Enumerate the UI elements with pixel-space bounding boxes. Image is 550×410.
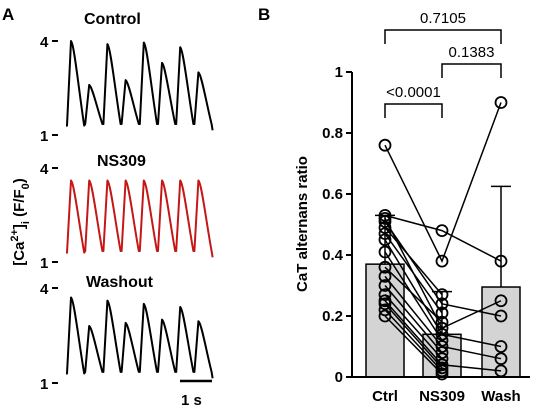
- trace-title-washout: Washout: [86, 274, 154, 291]
- data-point: [378, 221, 392, 234]
- data-point: [435, 367, 449, 381]
- data-point: [378, 279, 392, 292]
- trace-ytick-1: 1: [40, 128, 48, 145]
- data-point: [435, 327, 449, 341]
- y-tick-label: 0.2: [322, 308, 343, 325]
- data-point: [494, 294, 508, 308]
- paired-line: [384, 294, 443, 360]
- y-tick-label: 0.8: [322, 125, 343, 142]
- paired-line: [384, 285, 443, 354]
- data-point: [378, 309, 392, 323]
- data-point: [378, 233, 392, 247]
- paired-line: [384, 227, 443, 296]
- panel-b-letter: B: [258, 5, 270, 24]
- trace-ytick-4: 4: [40, 161, 49, 178]
- significance-bracket: [384, 103, 443, 118]
- data-point: [378, 297, 392, 311]
- data-point: [378, 269, 392, 283]
- alternans-bar-chart: CaT alternans ratio 0 0.2 0.4 0.6 0.8 1 Ctrl NS…: [294, 10, 530, 405]
- data-point: [378, 215, 392, 228]
- bar-Wash: [481, 286, 521, 378]
- data-point: [494, 352, 508, 366]
- data-point: [435, 333, 449, 347]
- p-value-label: <0.0001: [386, 84, 441, 101]
- data-point: [435, 306, 449, 320]
- trace-ytick-1: 1: [40, 376, 48, 393]
- y-tick-label: 0.4: [322, 247, 344, 264]
- p-value-label: 0.7105: [420, 10, 466, 27]
- data-point: [494, 340, 508, 353]
- data-point: [378, 227, 392, 241]
- paired-line: [384, 233, 443, 314]
- calcium-traces: Control NS309 Washout 4 1 4 1 4 1 [Ca2+]…: [9, 11, 214, 409]
- data-point: [435, 288, 449, 302]
- trace-ytick-4: 4: [40, 34, 49, 51]
- category-label: NS309: [419, 388, 465, 405]
- paired-line: [384, 309, 443, 372]
- data-point: [378, 288, 392, 302]
- paired-line: [384, 315, 443, 375]
- category-label: Ctrl: [372, 388, 398, 405]
- y-tick-label: 0: [335, 369, 343, 386]
- y-tick-label: 0.6: [322, 186, 343, 203]
- category-label: Wash: [481, 388, 520, 405]
- data-point: [435, 321, 449, 335]
- trace-ytick-1: 1: [40, 255, 48, 272]
- data-point: [435, 224, 449, 238]
- data-point: [435, 315, 449, 329]
- data-point: [378, 260, 392, 274]
- data-point: [435, 352, 449, 366]
- p-value-label: 0.1383: [449, 44, 495, 61]
- data-point: [435, 340, 449, 353]
- trace-line-2: [66, 296, 214, 379]
- data-point: [435, 346, 449, 360]
- trace-title-ns309: NS309: [97, 153, 146, 170]
- panel-a-ylabel: [Ca2+]i (F/F0): [9, 178, 32, 266]
- data-point: [435, 254, 449, 268]
- data-point: [494, 254, 508, 268]
- trace-line-0: [66, 40, 214, 131]
- time-scale-label: 1 s: [181, 392, 202, 409]
- data-point: [494, 309, 508, 323]
- paired-line: [384, 303, 443, 369]
- panel-a-letter: A: [2, 5, 14, 24]
- data-point: [494, 364, 508, 378]
- significance-bracket: [441, 63, 502, 78]
- chart-ylabel: CaT alternans ratio: [294, 156, 311, 292]
- trace-ytick-4: 4: [40, 281, 49, 298]
- data-point: [378, 138, 392, 152]
- data-point: [378, 303, 392, 317]
- significance-bracket: [384, 29, 502, 44]
- paired-line: [384, 102, 502, 263]
- paired-line: [384, 214, 502, 262]
- trace-title-control: Control: [84, 11, 141, 28]
- data-point: [435, 297, 449, 311]
- trace-line-1: [66, 179, 214, 258]
- data-point: [494, 96, 508, 109]
- paired-line: [384, 266, 443, 323]
- paired-line: [384, 251, 443, 341]
- data-point: [378, 245, 392, 259]
- y-tick-label: 1: [335, 64, 343, 81]
